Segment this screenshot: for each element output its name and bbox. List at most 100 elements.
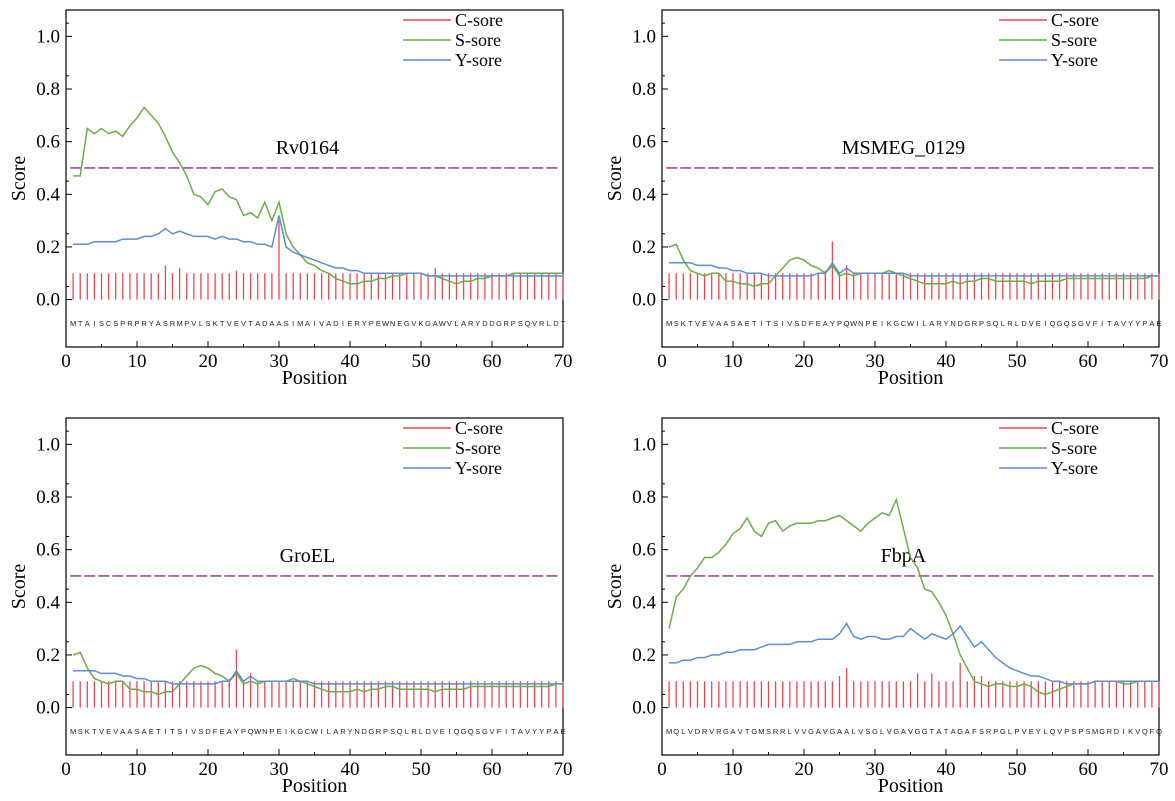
sequence-residue: P (837, 319, 842, 328)
sequence-residue: V (801, 727, 806, 736)
x-tick-label: 20 (795, 351, 814, 372)
sequence-residue: T (248, 319, 253, 328)
sequence-residue: P (993, 727, 998, 736)
y-tick-label: 0.0 (632, 290, 656, 311)
sequence-residue: G (829, 727, 835, 736)
x-axis-title: Position (282, 367, 348, 389)
sequence-residue: F (809, 319, 814, 328)
sequence-residue: V (99, 727, 104, 736)
sequence-residue: A (553, 727, 558, 736)
sequence-residue: M (1092, 727, 1098, 736)
x-axis-title: Position (878, 367, 944, 389)
sequence-residue: Q (468, 727, 474, 736)
chart-svg-2: 0.0 0.2 0.4 0.6 0.8 1.0 0 10 20 30 40 50 60 70 Positio… (604, 9, 1169, 389)
y-tick-label: 0.6 (632, 132, 656, 153)
sequence-residue: D (1114, 727, 1120, 736)
sequence-residue: G (915, 727, 921, 736)
sequence-residue: V (738, 727, 743, 736)
sequence-residue: G (425, 319, 431, 328)
y-tick-label: 0.6 (632, 540, 656, 561)
x-tick-label: 40 (341, 759, 360, 780)
sequence-residue: V (525, 727, 530, 736)
sequence-residue: A (951, 727, 956, 736)
sequence-residue: L (1001, 319, 1005, 328)
sequence-residue: T (92, 727, 97, 736)
legend-label: C-sore (1051, 10, 1099, 30)
sequence-residue: P (383, 727, 388, 736)
sequence-residue: V (191, 727, 196, 736)
y-tick-label: 0.0 (36, 290, 60, 311)
sequence-residue: M (70, 319, 76, 328)
x-tick-label: 40 (937, 351, 956, 372)
sequence-residue: A (227, 727, 232, 736)
sequence-residue: I (93, 319, 95, 328)
sequence-residue: Y (1135, 319, 1140, 328)
sequence-residue: D (262, 319, 268, 328)
y-tick-label: 0.8 (632, 79, 656, 100)
x-tick-label: 60 (483, 759, 502, 780)
sequence-residue: P (134, 319, 139, 328)
sequence-residue: E (106, 727, 111, 736)
sequence-residue: P (979, 319, 984, 328)
sequence-residue: A (936, 727, 941, 736)
legend-label: S-sore (1051, 30, 1097, 50)
sequence-residue: A (269, 319, 274, 328)
chart-panel-4: 0.0 0.2 0.4 0.6 0.8 1.0 0 10 20 30 40 50 60 70 Positio… (596, 408, 1174, 800)
sequence-residue: I (448, 727, 450, 736)
sequence-residue: W (382, 319, 390, 328)
sequence-residue: Q (993, 319, 999, 328)
sequence-residue: A (738, 319, 743, 328)
sequence-residue: T (561, 319, 566, 328)
sequence-residue: V (695, 319, 700, 328)
sequence-residue: G (893, 319, 899, 328)
sequence-residue: D (695, 727, 701, 736)
chart-title: MSMEG_0129 (842, 137, 965, 159)
sequence-residue: Y (149, 319, 154, 328)
y-tick-label: 0.4 (36, 184, 60, 205)
sequence-residue: G (751, 727, 757, 736)
sequence-residue: D (361, 727, 367, 736)
sequence-residue: E (1156, 319, 1161, 328)
sequence-residue: L (454, 319, 458, 328)
legend-label: S-sore (1051, 438, 1097, 458)
legend-label: Y-sore (1051, 50, 1098, 70)
y-tick-label: 0.2 (36, 237, 60, 258)
x-tick-label: 10 (128, 759, 147, 780)
sequence-residue: M (176, 319, 182, 328)
sequence-residue: E (702, 319, 707, 328)
sequence-residue: E (276, 727, 281, 736)
sequence-residue: I (342, 319, 344, 328)
sequence-residue: E (816, 319, 821, 328)
sequence-residue: S (177, 727, 182, 736)
sequence-residue: G (872, 727, 878, 736)
sequence-residue: E (560, 727, 565, 736)
sequence-residue: V (709, 319, 714, 328)
y-tick-label: 0.2 (36, 645, 60, 666)
sequence-residue: K (85, 727, 90, 736)
sequence-residue: E (397, 319, 402, 328)
sequence-residue: S (730, 319, 735, 328)
sequence-residue: K (1128, 727, 1133, 736)
sequence-residue: V (411, 319, 416, 328)
sequence-residue: P (1142, 319, 1147, 328)
x-tick-label: 60 (1079, 759, 1098, 780)
sequence-residue: V (1022, 727, 1027, 736)
sequence-residue: T (944, 727, 949, 736)
x-axis-title: Position (282, 775, 348, 797)
sequence-residue: R (503, 319, 509, 328)
sequence-residue: P (1064, 727, 1069, 736)
sequence-residue: I (917, 319, 919, 328)
x-tick-label: 20 (795, 759, 814, 780)
sequence-residue: S (113, 319, 118, 328)
sequence-residue: R (141, 319, 147, 328)
sequence-residue: Q (248, 727, 254, 736)
sequence-residue: L (327, 727, 331, 736)
y-score-line (73, 669, 563, 685)
sequence-residue: S (163, 319, 168, 328)
y-tick-label: 1.0 (632, 26, 656, 47)
sequence-residue: G (893, 727, 899, 736)
sequence-residue: A (156, 319, 161, 328)
sequence-residue: L (419, 727, 423, 736)
sequence-residue: R (1007, 319, 1013, 328)
sequence-residue: S (205, 319, 210, 328)
